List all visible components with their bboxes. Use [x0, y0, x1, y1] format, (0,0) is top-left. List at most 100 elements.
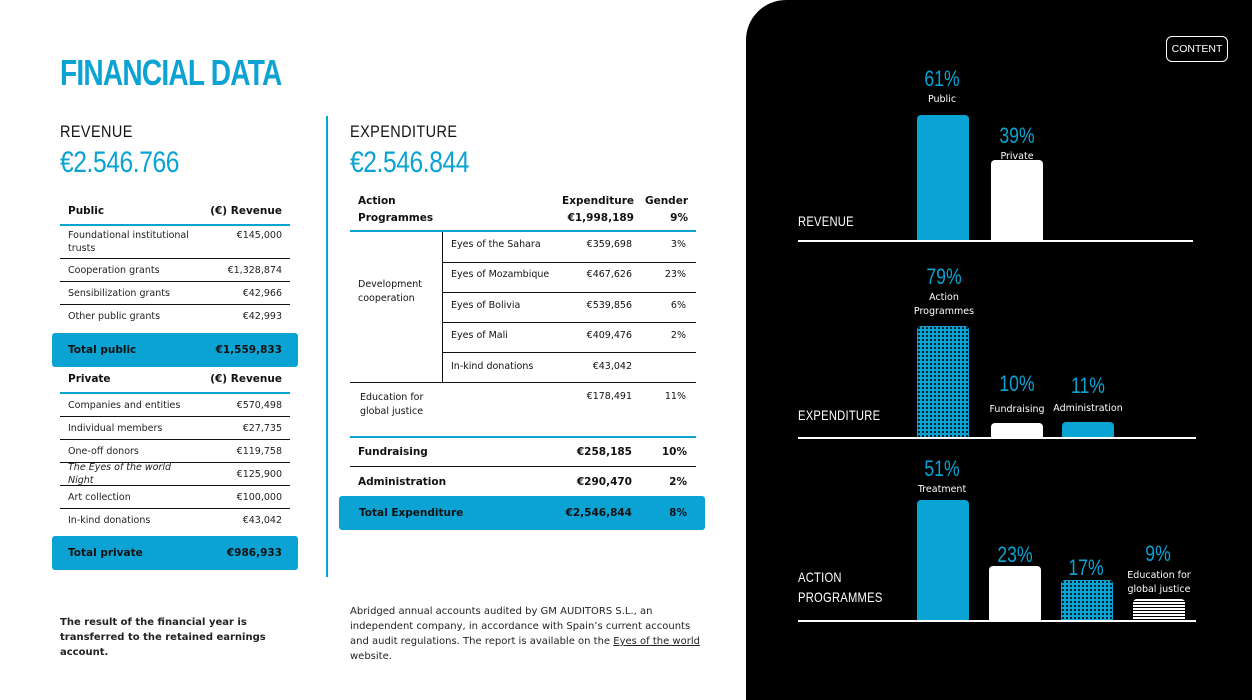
table-row: The Eyes of the world Night €125,900 — [60, 462, 290, 486]
dev-row-value: €359,698 — [586, 239, 632, 250]
eyes-of-the-world-link[interactable]: Eyes of the world — [613, 636, 700, 647]
public-header-col: (€) Revenue — [210, 205, 282, 217]
dev-row-label: Eyes of the Sahara — [451, 239, 541, 250]
row-value: €125,900 — [236, 468, 282, 480]
row-divider — [350, 436, 696, 438]
row-value: €42,966 — [242, 287, 282, 299]
expenditure-amount: €2.546.844 — [350, 146, 470, 179]
dev-row-value: €43,042 — [592, 361, 632, 372]
bar-public — [917, 115, 969, 240]
total-private-row: Total private €986,933 — [52, 536, 298, 570]
development-cooperation-label: Development cooperation — [358, 279, 422, 304]
row-value: €100,000 — [236, 491, 282, 503]
bar-education — [1133, 599, 1185, 620]
expenditure-table-header: Action Programmes Expenditure €1,998,189… — [350, 190, 696, 232]
table-row: Cooperation grants €1,328,874 — [60, 259, 290, 282]
private-table-header: Private (€) Revenue — [60, 366, 290, 394]
private-header-label: Private — [68, 373, 111, 385]
revenue-heading: REVENUE — [60, 122, 133, 141]
total-public-label: Total public — [68, 344, 137, 356]
dev-row-value: €467,626 — [586, 269, 632, 280]
row-label: Art collection — [68, 491, 131, 503]
column-divider — [326, 116, 328, 577]
row-label: In-kind donations — [68, 515, 151, 526]
bar-percent: 23% — [997, 542, 1033, 567]
table-row: Art collection €100,000 — [60, 486, 290, 509]
header-gender-value: 9% — [670, 212, 688, 224]
bar-label: Public — [927, 94, 957, 105]
fundraising-label: Fundraising — [358, 446, 428, 458]
table-row: In-kind donations €43,042 — [60, 509, 290, 532]
administration-label: Administration — [358, 476, 447, 488]
chart-label-revenue: REVENUE — [798, 213, 854, 229]
row-label: Other public grants — [68, 311, 161, 322]
dev-row-label: In-kind donations — [451, 361, 534, 372]
chart-baseline — [798, 620, 1196, 622]
bar-advocacy — [1061, 580, 1113, 620]
row-value: €570,498 — [236, 399, 282, 411]
bar-administration — [1062, 422, 1114, 437]
bar-label: Administration — [1053, 403, 1123, 414]
total-private-value: €986,933 — [226, 547, 282, 559]
total-expenditure-label: Total Expenditure — [359, 507, 464, 519]
bar-percent: 10% — [999, 371, 1035, 396]
chart-baseline — [798, 437, 1196, 439]
bar-label: Action Programmes — [913, 292, 975, 317]
row-divider — [442, 262, 696, 263]
bar-treatment — [917, 500, 969, 620]
page-title: FINANCIAL DATA — [60, 52, 282, 93]
row-value: €43,042 — [242, 515, 282, 526]
row-divider — [442, 352, 696, 353]
dev-row-gender: 23% — [664, 269, 686, 280]
total-private-label: Total private — [68, 547, 143, 559]
dev-row-label: Eyes of Bolivia — [451, 300, 521, 311]
total-expenditure-value: €2,546,844 — [565, 507, 632, 519]
dev-row-gender: 3% — [670, 239, 686, 250]
total-public-row: Total public €1,559,833 — [52, 333, 298, 367]
total-public-value: €1,559,833 — [215, 344, 282, 356]
header-expenditure: Expenditure €1,998,189 — [562, 193, 634, 227]
row-value: €1,328,874 — [227, 264, 282, 276]
header-expenditure-value: €1,998,189 — [567, 212, 634, 224]
bar-percent: 61% — [924, 66, 960, 91]
row-value: €119,758 — [236, 445, 282, 457]
revenue-amount: €2.546.766 — [60, 146, 180, 179]
row-value: €145,000 — [236, 230, 282, 241]
header-gender: Gender 9% — [645, 193, 688, 227]
education-label: Education for global justice — [360, 392, 424, 417]
education-value: €178,491 — [586, 391, 632, 402]
row-label: One-off donors — [68, 445, 139, 457]
dev-row-value: €409,476 — [586, 330, 632, 341]
row-divider — [350, 382, 696, 383]
administration-value: €290,470 — [576, 476, 632, 488]
expenditure-footnote: Abridged annual accounts audited by GM A… — [350, 604, 700, 664]
chart-label-expenditure: EXPENDITURE — [798, 407, 881, 423]
bar-label: Fundraising — [989, 404, 1045, 415]
group-divider — [442, 232, 443, 382]
row-label: Sensibilization grants — [68, 287, 170, 299]
table-row: Individual members €27,735 — [60, 417, 290, 440]
bar-percent: 9% — [1145, 541, 1171, 566]
table-row: One-off donors €119,758 — [60, 440, 290, 463]
row-divider — [442, 322, 696, 323]
administration-gender: 2% — [669, 476, 687, 488]
private-revenue-table: Private (€) Revenue Companies and entiti… — [60, 366, 290, 532]
dev-row-gender: 6% — [670, 300, 686, 311]
education-gender: 11% — [664, 391, 686, 402]
table-row: Sensibilization grants €42,966 — [60, 282, 290, 305]
row-divider — [442, 292, 696, 293]
total-expenditure-gender: 8% — [669, 507, 687, 519]
bar-fundraising — [991, 423, 1043, 437]
bar-label: Education for global justice — [1127, 570, 1191, 595]
bar-private — [991, 160, 1043, 240]
table-row: Companies and entities €570,498 — [60, 394, 290, 417]
content-button[interactable]: CONTENT — [1166, 36, 1228, 62]
expenditure-heading: EXPENDITURE — [350, 122, 458, 141]
fundraising-gender: 10% — [661, 446, 687, 458]
bar-action-programmes — [917, 326, 969, 437]
bar-percent: 11% — [1071, 373, 1105, 398]
dev-row-value: €539,856 — [586, 300, 632, 311]
dev-row-gender: 2% — [670, 330, 686, 341]
public-header-label: Public — [68, 205, 105, 217]
chart-baseline — [798, 240, 1193, 242]
